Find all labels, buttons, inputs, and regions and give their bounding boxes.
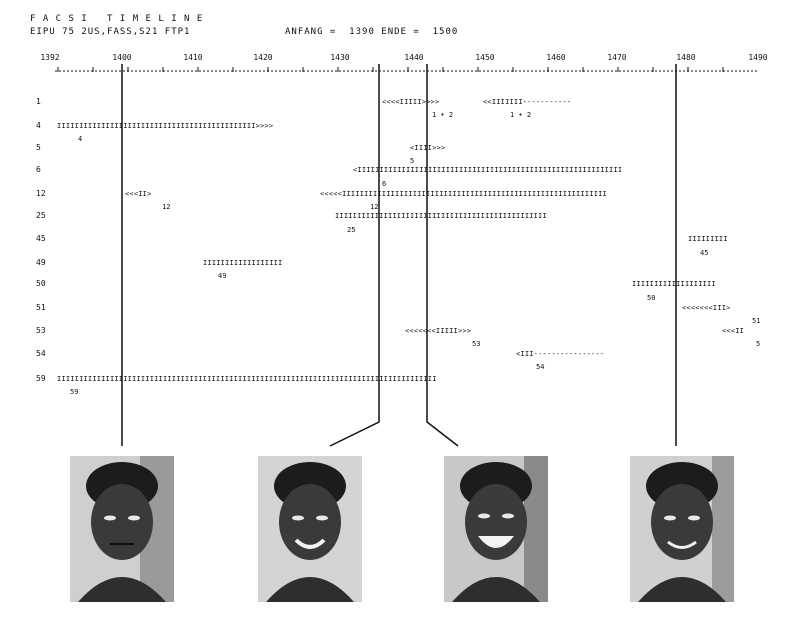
segment-annotation: 1 • 2 [510,111,531,119]
timeline-segment: <<<<<<<IIIII>>> [405,327,471,335]
segment-annotation: 5 [756,340,760,348]
row-label: 59 [36,374,46,383]
face-photo-fading-smile [630,456,734,602]
row-label: 1 [36,97,41,106]
axis-tick-label: 1460 [546,53,565,62]
segment-annotation: 12 [370,203,378,211]
row-label: 4 [36,121,41,130]
row-label: 51 [36,303,46,312]
timeline-range: ANFANG = 1390 ENDE = 1500 [285,27,459,37]
timeline-segment: <<<<IIIII>>>> [382,98,439,106]
axis-tick-label: 1420 [253,53,272,62]
timeline-subtitle: EIPU 75 2US,FASS,S21 FTP1 [30,27,191,37]
marker-line [426,64,459,447]
axis-tick-label: 1440 [404,53,423,62]
timeline-segment: IIIIIIIIIIIIIIIIIIIIIIIIIIIIIIIIIIIIIIII… [335,212,547,220]
row-label: 12 [36,189,46,198]
face-photo-broad-smile [444,456,548,602]
segment-annotation: 45 [700,249,708,257]
row-label: 6 [36,165,41,174]
timeline-segment: IIIIIIIIIIIIIIIIIII [632,280,716,288]
axis-tick-label: 1490 [748,53,767,62]
segment-annotation: 49 [218,272,226,280]
timeline-segment: <IIIIIIIIIIIIIIIIIIIIIIIIIIIIIIIIIIIIIII… [353,166,622,174]
axis-tick-label: 1480 [676,53,695,62]
timeline-segment: <<<<<<<III> [682,304,731,312]
timeline-segment: IIIIIIIII [688,235,728,243]
row-label: 5 [36,143,41,152]
axis-tick-label: 1410 [183,53,202,62]
facs-timeline-chart: 1392 1400 1410 1420 1430 1440 1450 1460 1470 1480… [36,53,768,447]
timeline-segment: IIIIIIIIIIIIIIIIIIIIIIIIIIIIIIIIIIIIIIII… [57,375,437,383]
axis-tick-label: 1470 [607,53,626,62]
face-photo-neutral [70,456,174,602]
axis-tick-label: 1392 [40,53,59,62]
segment-annotation: 12 [162,203,170,211]
timeline-segment: <<IIIIIII----------- [483,98,571,106]
timeline-segment: IIIIIIIIIIIIIIIIII [203,259,282,267]
row-label: 50 [36,279,46,288]
segment-annotation: 51 [752,317,760,325]
timeline-segment: IIIIIIIIIIIIIIIIIIIIIIIIIIIIIIIIIIIIIIII… [57,122,273,130]
face-photo-smile [258,456,362,602]
axis-tick-label: 1450 [475,53,494,62]
segment-annotation: 50 [647,294,655,302]
marker-line [329,64,380,447]
segment-annotation: 53 [472,340,480,348]
timeline-segment: <<<<<IIIIIIIIIIIIIIIIIIIIIIIIIIIIIIIIIII… [320,190,607,198]
axis-tick-label: 1430 [330,53,349,62]
segment-annotation: 59 [70,388,78,396]
timeline-segment: <III---------------- [516,350,604,358]
row-label: 54 [36,349,46,358]
timeline-segment: <<<II [722,327,744,335]
segment-annotation: 5 [410,157,414,165]
axis-tick-label: 1400 [112,53,131,62]
timeline-segment: <<<II> [125,190,152,198]
row-label: 45 [36,234,46,243]
segment-annotation: 1 • 2 [432,111,453,119]
segment-annotation: 4 [78,135,82,143]
row-label: 53 [36,326,46,335]
row-label: 25 [36,211,46,220]
segment-annotation: 54 [536,363,544,371]
segment-annotation: 25 [347,226,355,234]
row-label: 49 [36,258,46,267]
segment-annotation: 6 [382,180,386,188]
timeline-title: F A C S I T I M E L I N E [30,14,204,24]
